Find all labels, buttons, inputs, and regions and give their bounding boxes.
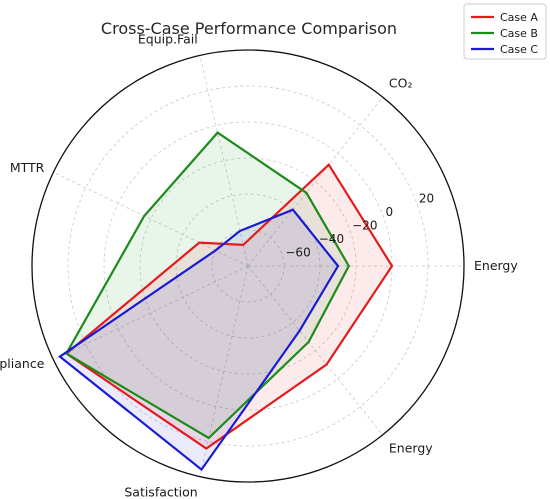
series-line-0 — [64, 162, 394, 450]
radar-grid — [31, 49, 465, 483]
grid-spoke-4 — [53, 265, 249, 361]
radial-tick-label: 0 — [386, 205, 394, 219]
radial-tick-label: −60 — [285, 246, 310, 260]
category-label: Energy — [474, 258, 518, 273]
category-label: Compliance — [0, 356, 45, 371]
radial-ticks: −60 −40 −20 0 20 — [285, 192, 434, 260]
series-fill-2 — [59, 209, 339, 470]
radial-tick-label: −40 — [319, 232, 344, 246]
category-label: Energy — [389, 441, 433, 456]
category-label: Satisfaction — [124, 484, 197, 499]
radial-tick-label: −20 — [352, 219, 377, 233]
grid-spoke-6 — [247, 265, 383, 436]
series-line-1 — [64, 131, 351, 440]
series-fill-0 — [66, 164, 393, 449]
legend-label-2: Case C — [500, 43, 538, 56]
outer-ring — [31, 49, 465, 483]
grid-spoke-5 — [199, 265, 249, 477]
category-label: CO₂ — [389, 75, 413, 90]
category-label: Equip.Fail — [138, 32, 198, 47]
legend[interactable]: Case A Case B Case C — [463, 3, 547, 60]
legend-label-0: Case A — [500, 11, 538, 24]
legend-label-1: Case B — [500, 27, 538, 40]
series-line-2 — [58, 208, 340, 472]
grid-spoke-1 — [247, 96, 383, 267]
category-label: MTTR — [10, 160, 45, 175]
category-labels: Energy CO₂ Equip.Fail MTTR Compliance Satisfa… — [0, 32, 518, 499]
chart-title: Cross-Case Performance Comparison — [101, 19, 397, 38]
series-lines — [58, 131, 394, 472]
series-fills — [59, 132, 393, 470]
radial-tick-label: 20 — [419, 192, 434, 206]
